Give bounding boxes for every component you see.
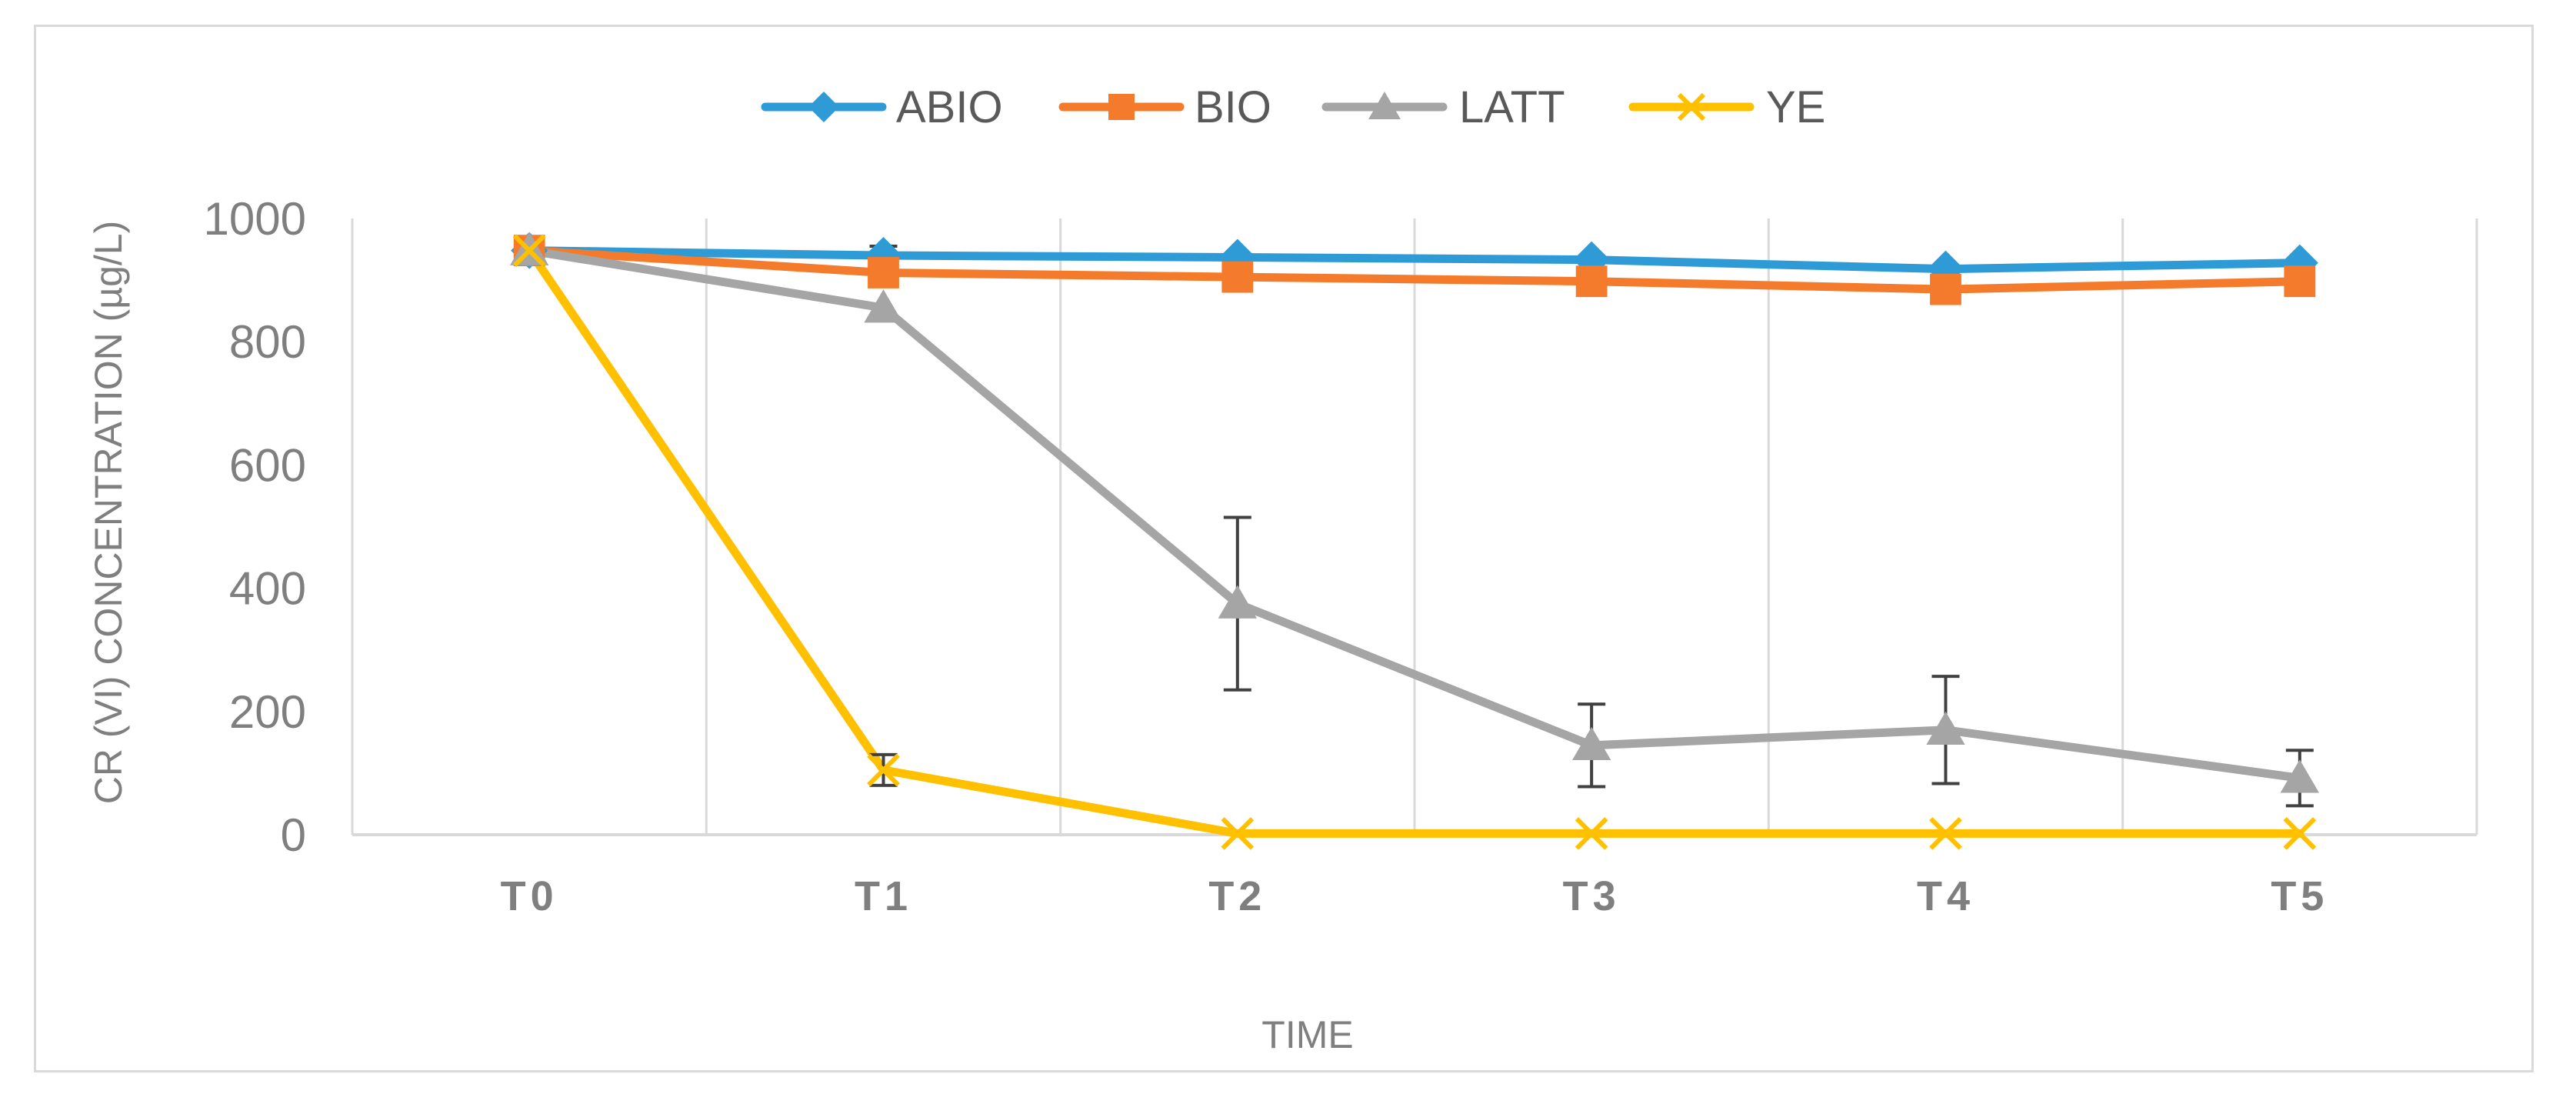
marker-triangle	[2280, 759, 2320, 793]
marker-x-stroke	[1929, 817, 1962, 850]
y-tick-label: 800	[229, 316, 306, 368]
legend-item-latt: LATT	[1321, 82, 1565, 132]
marker-square	[2284, 265, 2316, 298]
marker-square	[1930, 273, 1961, 305]
marker-x	[867, 753, 900, 787]
y-axis-title: CR (VI) CONCENTRATION (µg/L)	[87, 221, 130, 804]
series-markers	[509, 232, 2320, 850]
marker-x	[512, 234, 546, 267]
axes: 0 200 400 600 800 1000 T0 T1 T2 T3 T4 T5	[204, 193, 2477, 919]
x-tick-label: T3	[1563, 873, 1621, 919]
marker-x-stroke	[1575, 817, 1608, 850]
x-axis-title: TIME	[1261, 1013, 1353, 1056]
marker-x	[1221, 817, 1255, 850]
marker-x-stroke	[867, 753, 900, 787]
chart-frame	[34, 25, 2534, 1072]
x-tick-label: T5	[2271, 873, 2328, 919]
y-tick-label: 200	[229, 686, 306, 738]
marker-triangle	[1571, 726, 1611, 761]
marker-x	[1575, 817, 1608, 850]
marker-x	[1929, 817, 1962, 850]
marker-x	[2283, 817, 2317, 850]
legend-item-bio: BIO	[1058, 82, 1271, 132]
legend-label: ABIO	[896, 82, 1003, 132]
legend: ABIO BIO LATT YE	[761, 82, 1825, 132]
x-tick-label: T4	[1917, 873, 1974, 919]
marker-diamond	[808, 92, 839, 122]
marker-triangle	[1926, 711, 1965, 745]
marker-x-stroke	[2283, 817, 2317, 850]
y-tick-label: 0	[281, 809, 306, 861]
legend-item-abio: ABIO	[761, 82, 1003, 132]
marker-square	[1108, 94, 1135, 120]
series-line-bio	[525, 246, 2304, 294]
marker-square	[1575, 265, 1608, 298]
legend-label: BIO	[1195, 82, 1271, 132]
x-tick-label: T0	[501, 873, 558, 919]
y-tick-label: 400	[229, 563, 306, 615]
legend-label: LATT	[1459, 82, 1565, 132]
marker-triangle	[864, 289, 903, 323]
series-lines	[525, 246, 2304, 838]
marker-square	[1221, 261, 1254, 293]
series-line-abio	[525, 246, 2304, 274]
x-tick-label: T1	[855, 873, 912, 919]
legend-item-ye: YE	[1628, 82, 1825, 132]
marker-square	[868, 257, 899, 289]
grid-lines	[351, 218, 2478, 835]
marker-x	[1677, 92, 1706, 122]
y-tick-label: 1000	[204, 193, 306, 245]
marker-triangle	[1368, 92, 1401, 119]
series-line-ye	[525, 246, 2304, 838]
marker-x-stroke	[1677, 92, 1706, 122]
error-bars	[869, 245, 2314, 808]
y-tick-label: 600	[229, 439, 306, 491]
series-line-latt	[525, 246, 2304, 782]
x-tick-label: T2	[1208, 873, 1266, 919]
marker-triangle	[1218, 585, 1258, 619]
marker-x-stroke	[512, 234, 546, 267]
marker-x-stroke	[1221, 817, 1255, 850]
legend-label: YE	[1766, 82, 1825, 132]
